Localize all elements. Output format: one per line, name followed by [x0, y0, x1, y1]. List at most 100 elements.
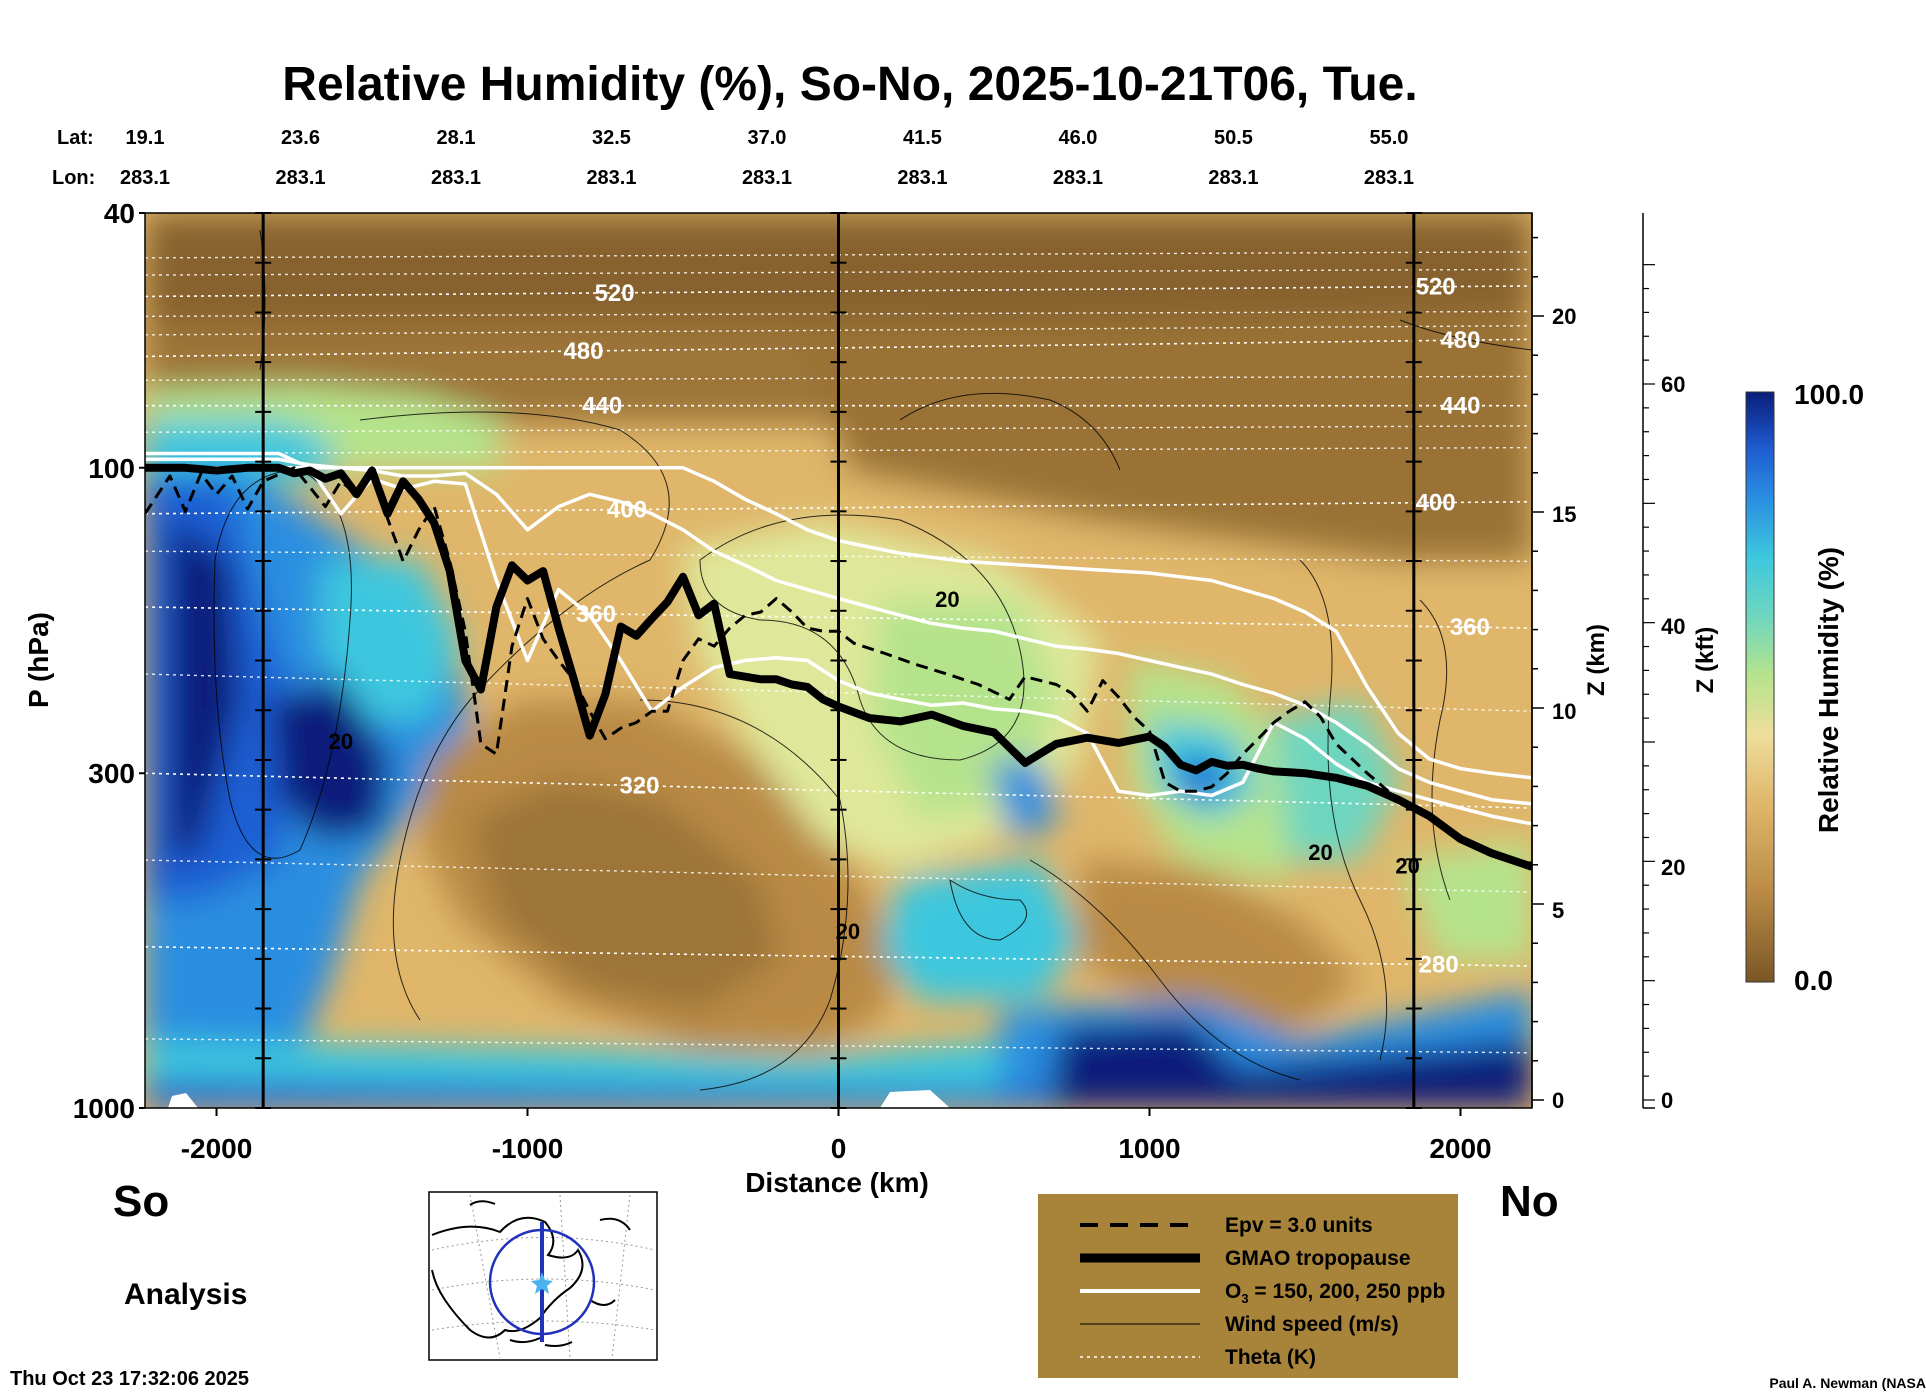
theta-label: 400 — [607, 497, 647, 524]
colorbar: 100.0 0.0 Relative Humidity (%) — [1745, 379, 1864, 996]
lat-value: 37.0 — [748, 127, 787, 149]
x-axis-label: Distance (km) — [745, 1167, 929, 1198]
legend-epv-label: Epv = 3.0 units — [1225, 1214, 1373, 1237]
analysis-label: Analysis — [124, 1278, 247, 1311]
colorbar-min: 0.0 — [1794, 965, 1833, 996]
z-km-tick-label: 0 — [1552, 1088, 1564, 1113]
x-tick-label: 0 — [831, 1133, 847, 1164]
colorbar-max: 100.0 — [1794, 379, 1864, 410]
theta-label: 360 — [1450, 614, 1490, 641]
lat-value: 32.5 — [592, 127, 631, 149]
wind-contour — [639, 699, 849, 1091]
theta-label: 320 — [619, 773, 659, 800]
lat-label: Lat: — [57, 127, 94, 149]
y-tick-label: 1000 — [73, 1093, 135, 1124]
lon-value: 283.1 — [1053, 167, 1103, 189]
lat-value: 41.5 — [903, 127, 942, 149]
theta-label: 360 — [576, 601, 616, 628]
z-km-tick-label: 5 — [1552, 898, 1564, 923]
lat-value: 19.1 — [126, 127, 165, 149]
z-kft-tick-label: 60 — [1661, 372, 1685, 397]
wind-contour — [899, 392, 1121, 471]
lon-value: 283.1 — [586, 167, 636, 189]
theta-label: 440 — [1440, 393, 1480, 420]
legend-wind-label: Wind speed (m/s) — [1225, 1313, 1399, 1336]
colorbar-label: Relative Humidity (%) — [1813, 547, 1844, 833]
lat-value: 55.0 — [1369, 127, 1408, 149]
theta-label: 520 — [1416, 274, 1456, 301]
theta-label: 400 — [1416, 490, 1456, 517]
wind-contour — [1299, 559, 1388, 1061]
lon-value: 283.1 — [120, 167, 170, 189]
y-tick-label: 40 — [104, 198, 135, 229]
wind-contour — [949, 878, 1028, 941]
wind-label: 20 — [935, 587, 959, 612]
wind-speed-contours — [213, 229, 1532, 1091]
wind-contour — [699, 514, 1025, 761]
north-label: No — [1500, 1177, 1559, 1226]
wind-label: 20 — [1395, 853, 1419, 878]
lon-value: 283.1 — [275, 167, 325, 189]
theta-label: 440 — [582, 393, 622, 420]
legend-background — [1038, 1194, 1458, 1378]
plot-frame — [144, 212, 1533, 1109]
theta-label: 520 — [595, 280, 635, 307]
theta-labels: 520 520 480 480 440 440 400 400 360 360 320 280 — [563, 274, 1489, 979]
wind-contour — [1399, 319, 1532, 351]
y-tick-label: 100 — [88, 453, 135, 484]
z-kft-tick-label: 0 — [1661, 1088, 1673, 1113]
lat-value: 46.0 — [1058, 127, 1097, 149]
z-km-tick-label: 10 — [1552, 699, 1576, 724]
lon-label: Lon: — [52, 167, 95, 189]
x-tick-label: -1000 — [492, 1133, 564, 1164]
wind-label: 20 — [1308, 840, 1332, 865]
wind-label: 20 — [329, 729, 353, 754]
lat-lon-header: Lat: Lon: 19.1 23.6 28.1 32.5 37.0 41.5 46.0 50… — [52, 127, 1414, 189]
theta-label: 480 — [563, 338, 603, 365]
legend-tropopause-label: GMAO tropopause — [1225, 1247, 1411, 1270]
colorbar-gradient — [1745, 391, 1775, 983]
lon-value: 283.1 — [1208, 167, 1258, 189]
lon-value: 283.1 — [897, 167, 947, 189]
tropopause-polyline — [145, 463, 1532, 871]
theta-label: 280 — [1419, 952, 1459, 979]
y-axis: 40 100 300 1000 — [73, 198, 145, 1124]
lon-value: 283.1 — [431, 167, 481, 189]
lat-value: 50.5 — [1214, 127, 1253, 149]
x-tick-label: -2000 — [181, 1133, 253, 1164]
z-km-tick-label: 15 — [1552, 502, 1576, 527]
south-label: So — [113, 1177, 169, 1226]
legend: Epv = 3.0 units GMAO tropopause O3 = 150… — [1038, 1194, 1458, 1378]
wind-contour — [1029, 859, 1301, 1081]
chart-title: Relative Humidity (%), So-No, 2025-10-21… — [282, 58, 1417, 111]
x-axis: -2000 -1000 0 1000 2000 — [181, 1108, 1492, 1164]
z-km-tick-label: 20 — [1552, 304, 1576, 329]
credit: Paul A. Newman (NASA — [1769, 1375, 1926, 1391]
tropopause-line — [145, 463, 1532, 871]
lon-value: 283.1 — [1364, 167, 1414, 189]
z-kft-label: Z (kft) — [1692, 627, 1719, 694]
legend-ozone-label: O3 = 150, 200, 250 ppb — [1225, 1280, 1445, 1306]
y-tick-label: 300 — [88, 758, 135, 789]
lon-value: 283.1 — [742, 167, 792, 189]
lat-value: 23.6 — [281, 127, 320, 149]
coastline — [431, 1200, 631, 1347]
vertical-reference-lines — [255, 212, 1422, 1109]
station-star-icon — [531, 1272, 553, 1294]
wind-contour — [1419, 599, 1451, 901]
z-kft-tick-label: 20 — [1661, 855, 1685, 880]
inset-map — [428, 1191, 658, 1361]
y-axis-label: P (hPa) — [23, 612, 54, 708]
theta-label: 480 — [1440, 327, 1480, 354]
z-kft-tick-label: 40 — [1661, 614, 1685, 639]
z-km-label: Z (km) — [1583, 624, 1610, 696]
x-tick-label: 2000 — [1429, 1133, 1491, 1164]
z-kft-axis: 0 20 40 60 — [1642, 213, 1685, 1113]
timestamp: Thu Oct 23 17:32:06 2025 — [10, 1368, 249, 1390]
x-tick-label: 1000 — [1118, 1133, 1180, 1164]
legend-theta-label: Theta (K) — [1225, 1346, 1316, 1369]
z-km-axis: 0 5 10 15 20 — [1531, 213, 1576, 1113]
lat-value: 28.1 — [437, 127, 476, 149]
